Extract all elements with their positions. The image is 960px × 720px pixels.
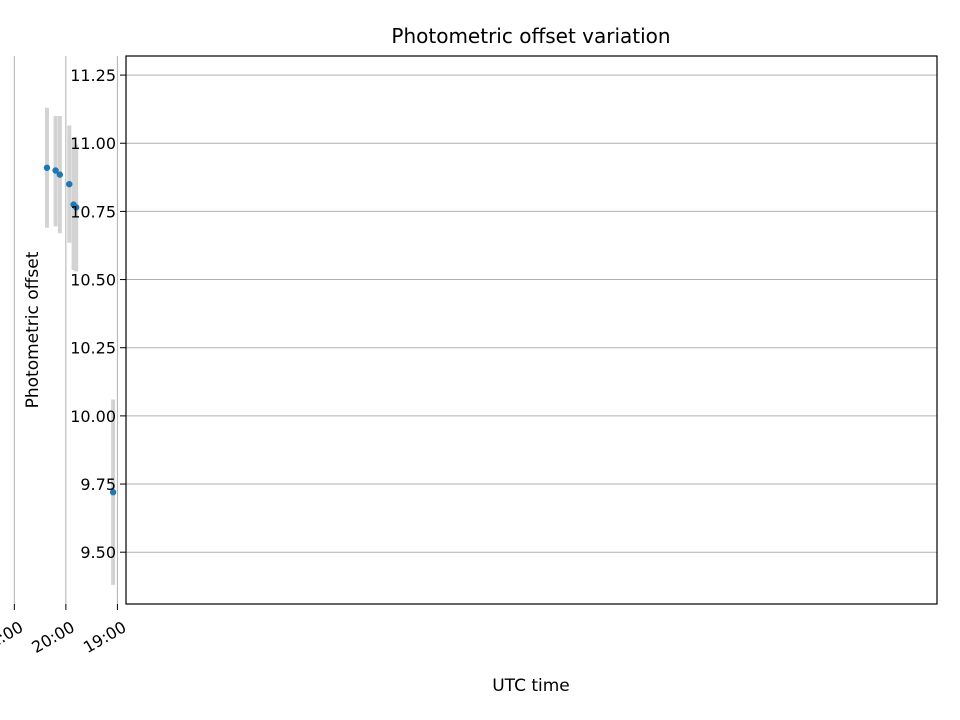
data-point (70, 201, 77, 208)
y-axis-label: Photometric offset (23, 251, 43, 408)
data-point (56, 171, 64, 178)
grid-lines (13, 56, 937, 604)
y-axis-ticks: 9.50 9.75 10.00 10.25 10.50 10.75 11.00 11.25 (70, 66, 126, 562)
y-tick-label: 10.00 (70, 407, 116, 426)
y-tick-label: 10.75 (70, 202, 116, 221)
data-point (43, 164, 51, 171)
data-points (43, 164, 117, 496)
data-point (66, 180, 73, 188)
y-tick-label: 10.25 (70, 339, 116, 358)
y-tick-label: 9.50 (80, 543, 116, 562)
y-tick-label: 10.50 (70, 271, 116, 290)
plot-frame (125, 55, 938, 605)
chart-title: Photometric offset variation (391, 24, 670, 48)
data-point (52, 167, 59, 174)
y-tick-label: 11.00 (70, 134, 116, 153)
y-tick-label: 11.25 (70, 66, 116, 85)
x-axis-label: UTC time (492, 676, 570, 696)
y-tick-label: 9.75 (80, 475, 116, 494)
data-point (109, 489, 117, 496)
